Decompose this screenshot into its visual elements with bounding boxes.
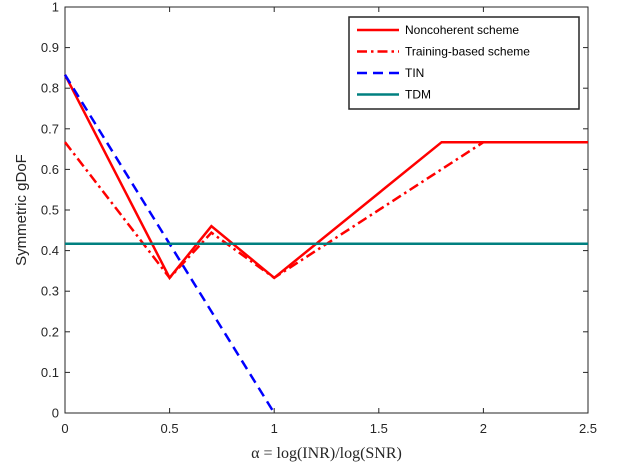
x-axis-label: α = log(INR)/log(SNR) xyxy=(251,445,402,462)
y-tick-label: 0.8 xyxy=(41,81,59,96)
y-tick-label: 0.3 xyxy=(41,284,59,299)
y-tick-label: 0.2 xyxy=(41,324,59,339)
y-tick-label: 0.9 xyxy=(41,40,59,55)
x-tick-label: 0 xyxy=(61,421,68,436)
y-tick-label: 0.5 xyxy=(41,203,59,218)
y-tick-label: 0.6 xyxy=(41,162,59,177)
legend-label: Noncoherent scheme xyxy=(405,23,519,37)
series-layer xyxy=(63,74,588,414)
y-tick-label: 0.4 xyxy=(41,243,59,258)
series-line-training-based-scheme xyxy=(64,140,588,280)
y-axis-label: Symmetric gDoF xyxy=(13,154,30,266)
x-tick-label: 2 xyxy=(480,421,487,436)
y-tick-label: 0.1 xyxy=(41,365,59,380)
x-tick-label: 2.5 xyxy=(579,421,597,436)
y-tick-label: 0.7 xyxy=(41,121,59,136)
axis-ticks: 0 0.5 1 1.5 2 2.5 0 0.1 0.2 0.3 0.4 0.5 0.6 0.7 0.8 0.9… xyxy=(41,0,597,436)
legend-label: TIN xyxy=(405,66,424,80)
y-tick-label: 1 xyxy=(52,0,59,15)
legend-label: Training-based scheme xyxy=(405,45,530,59)
legend-label: TDM xyxy=(405,88,431,102)
x-tick-label: 1 xyxy=(271,421,278,436)
legend: Noncoherent scheme Training-based scheme T… xyxy=(348,16,580,110)
x-tick-label: 1.5 xyxy=(370,421,388,436)
x-tick-label: 0.5 xyxy=(161,421,179,436)
y-tick-label: 0 xyxy=(52,406,59,421)
